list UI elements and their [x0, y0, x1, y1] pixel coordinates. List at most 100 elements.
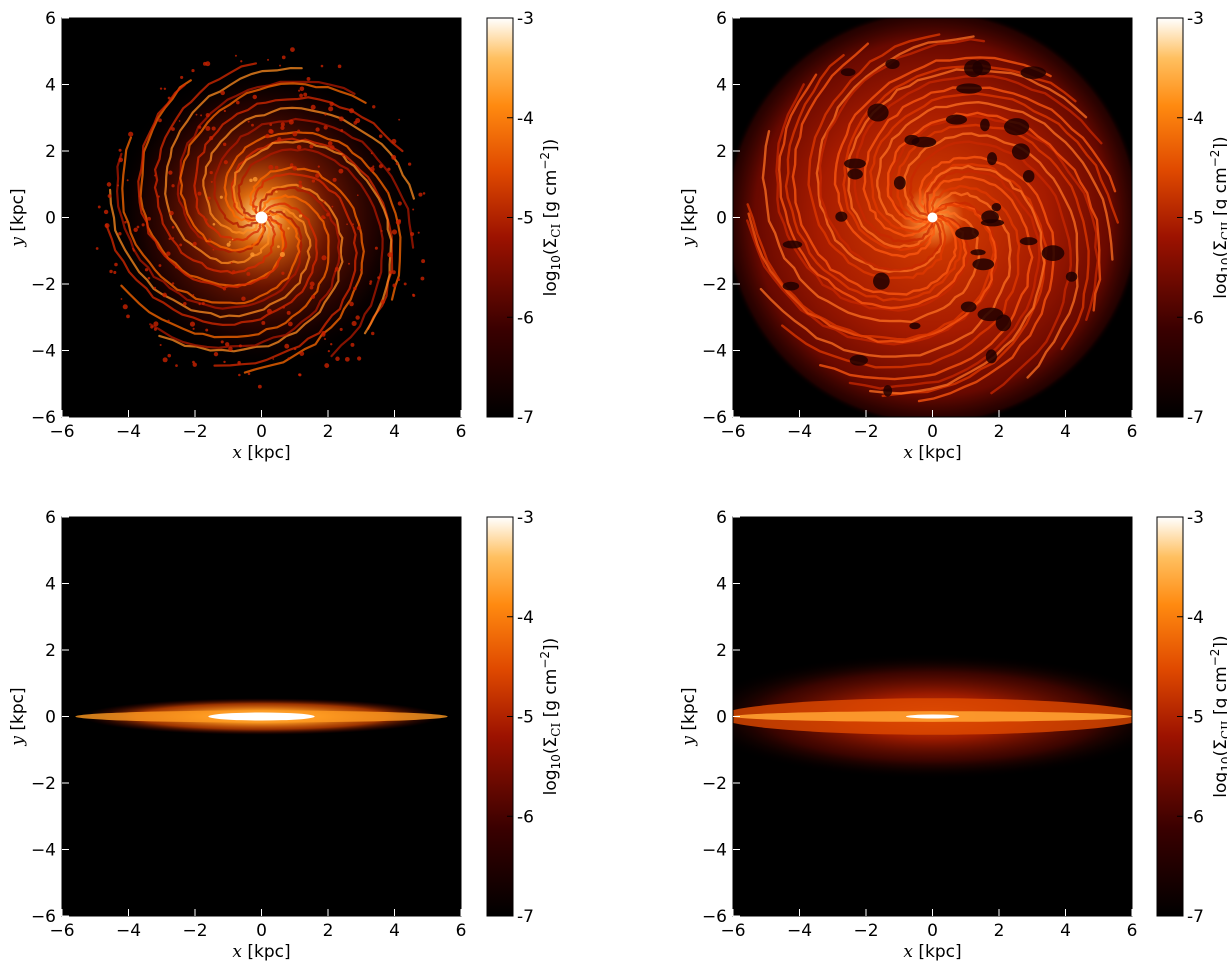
clump [205, 61, 211, 67]
colorbar-label: log10(ΣCII [g cm−2]) [1208, 136, 1227, 298]
cavity [970, 249, 986, 256]
clump [351, 320, 357, 327]
clump [397, 201, 402, 206]
y-tick-label: 2 [45, 142, 56, 162]
clump [347, 262, 351, 265]
colorbar-tick-label: -4 [1187, 109, 1204, 129]
clump [299, 351, 305, 356]
clump [167, 353, 172, 358]
clump [179, 243, 183, 247]
x-tick-label: −6 [49, 422, 74, 442]
x-tick-label: −4 [116, 921, 141, 941]
cavity [849, 354, 868, 366]
clump [282, 305, 285, 309]
clump [407, 162, 412, 166]
clump [234, 54, 237, 57]
clump [240, 60, 243, 63]
clump [204, 218, 208, 222]
clump [298, 184, 303, 189]
clump [205, 328, 209, 332]
clump [303, 92, 308, 97]
clump [309, 144, 314, 149]
x-tick-label: 0 [927, 422, 938, 442]
clump [274, 165, 279, 170]
clump [252, 94, 257, 100]
clump [309, 285, 314, 290]
clump [268, 164, 274, 170]
clump [158, 264, 162, 267]
clump [298, 89, 301, 92]
clump [275, 190, 278, 193]
clump [422, 192, 426, 195]
clump [228, 346, 233, 352]
clump [231, 238, 234, 241]
clump [348, 108, 355, 114]
clump [231, 270, 236, 274]
cavity [835, 211, 848, 222]
clump [287, 321, 293, 327]
cavity [955, 226, 979, 240]
x-tick-label: 4 [389, 921, 400, 941]
clump [210, 180, 213, 184]
clump [153, 286, 157, 290]
clump [412, 294, 416, 297]
clump [353, 286, 357, 291]
clump [391, 154, 397, 160]
x-tick-label: 6 [456, 921, 467, 941]
clump [391, 229, 398, 235]
x-tick-label: −2 [853, 422, 878, 442]
colorbar-tick-label: -7 [1187, 907, 1204, 927]
clump [171, 225, 175, 229]
clump [168, 170, 173, 175]
cavity [1003, 118, 1030, 136]
colorbar-tick-label: -5 [1187, 708, 1204, 728]
clump [182, 301, 187, 306]
clump [315, 173, 320, 178]
x-tick-label: 4 [1060, 921, 1071, 941]
clump [169, 210, 174, 216]
clump [355, 118, 361, 124]
clump [205, 113, 210, 118]
x-tick-label: 6 [1127, 921, 1138, 941]
cavity [991, 203, 1002, 212]
clump [323, 216, 326, 220]
clump [341, 154, 345, 157]
panel-face-on-CI: −6 −4 −2 0 2 4 6 6 4 2 0 −2 −4 −6 x [kpc] y [kpc] -3 -4 -5… [8, 9, 563, 463]
clump [95, 247, 99, 250]
clump [420, 276, 425, 281]
colorbar-tick-label: -4 [517, 608, 534, 628]
clump [197, 191, 202, 196]
clump [372, 105, 376, 109]
colorbar-tick-label: -3 [1187, 9, 1204, 29]
clump [287, 227, 290, 230]
x-axis-label: x [kpc] [903, 443, 961, 463]
colorbar-tick-label: -5 [1187, 209, 1204, 229]
clump [344, 356, 350, 362]
clump [282, 210, 286, 213]
cavity [1019, 237, 1038, 246]
clump [327, 350, 330, 353]
clump [299, 93, 303, 98]
y-tick-label: −4 [31, 342, 56, 362]
clump [280, 122, 285, 127]
clump [317, 165, 320, 168]
clump [274, 214, 280, 220]
clump [192, 294, 195, 296]
cavity [985, 349, 997, 364]
cavity [904, 134, 920, 146]
clump [397, 278, 401, 282]
cavity [883, 385, 893, 397]
clump [212, 222, 216, 226]
y-axis-label: y [kpc] [8, 188, 28, 247]
y-tick-label: −6 [702, 907, 727, 927]
colorbar-label: log10(ΣCII [g cm−2]) [1208, 635, 1227, 797]
clump [126, 314, 130, 319]
clump [311, 179, 316, 183]
y-tick-label: 0 [45, 708, 56, 728]
clump [241, 296, 246, 301]
cavity [981, 210, 999, 224]
clump [290, 47, 295, 52]
clump [132, 249, 136, 252]
clump [320, 64, 324, 68]
